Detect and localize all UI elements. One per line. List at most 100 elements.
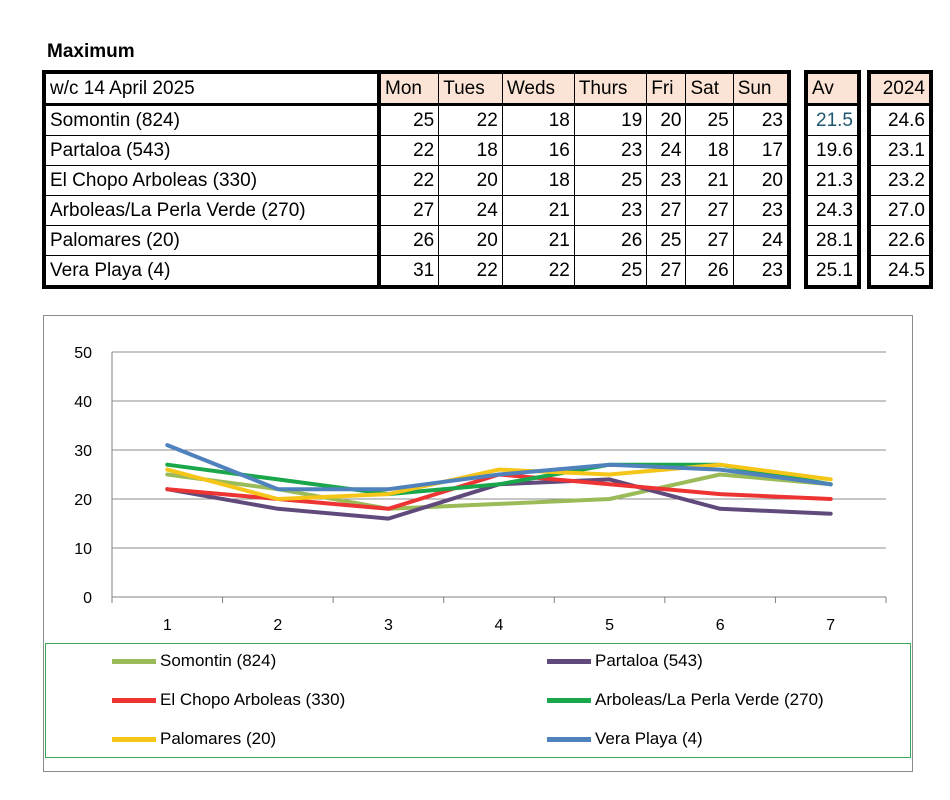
temp-cell: 25 — [646, 225, 687, 256]
location-name: Vera Playa (4) — [43, 255, 381, 288]
temp-cell: 23 — [732, 255, 790, 288]
temp-cell: 20 — [438, 165, 503, 196]
week-label: w/c 14 April 2025 — [43, 71, 381, 106]
temp-cell: 17 — [732, 135, 790, 166]
average-cell: 21.5 — [805, 104, 860, 136]
average-cell: 28.1 — [805, 225, 860, 256]
temp-cell: 23 — [732, 195, 790, 226]
temp-cell: 23 — [573, 135, 648, 166]
y-tick-label: 20 — [74, 492, 92, 509]
y-tick-label: 50 — [74, 345, 92, 362]
y-tick-label: 0 — [83, 590, 92, 607]
temp-cell: 18 — [685, 135, 734, 166]
x-tick-label: 2 — [273, 617, 282, 634]
y-tick-label: 30 — [74, 443, 92, 460]
temp-cell: 25 — [573, 255, 648, 288]
temp-cell: 25 — [378, 104, 440, 136]
legend-item: El Chopo Arboleas (330) — [112, 690, 345, 710]
location-name: Partaloa (543) — [43, 135, 381, 166]
temp-cell: 24 — [732, 225, 790, 256]
temp-cell: 20 — [732, 165, 790, 196]
temp-cell: 22 — [438, 104, 503, 136]
legend-label: Palomares (20) — [160, 729, 277, 748]
table-row: Vera Playa (4) 31 22 22 25 27 26 23 — [43, 255, 790, 288]
previous-year-cell: 22.6 — [868, 225, 932, 256]
average-table: Av 21.5 19.6 21.3 24.3 28.1 25.1 — [804, 70, 861, 289]
day-header: Sat — [685, 71, 734, 106]
temp-cell: 24 — [438, 195, 503, 226]
x-tick-label: 1 — [163, 617, 172, 634]
temp-cell: 26 — [378, 225, 440, 256]
legend-swatch — [112, 697, 156, 703]
location-name: Palomares (20) — [43, 225, 381, 256]
x-tick-label: 7 — [826, 617, 835, 634]
legend-item: Vera Playa (4) — [547, 729, 703, 749]
legend-label: El Chopo Arboleas (330) — [160, 690, 346, 709]
legend-item: Partaloa (543) — [547, 651, 703, 671]
legend-label: Arboleas/La Perla Verde (270) — [595, 690, 824, 709]
legend-label: Vera Playa (4) — [595, 729, 703, 748]
previous-year-table: 2024 24.6 23.1 23.2 27.0 22.6 24.5 — [867, 70, 933, 289]
day-header: Mon — [378, 71, 440, 106]
series-line — [165, 462, 833, 501]
temp-cell: 26 — [685, 255, 734, 288]
location-name: Somontin (824) — [43, 104, 381, 136]
previous-year-cell: 23.2 — [868, 165, 932, 196]
temp-cell: 27 — [378, 195, 440, 226]
table-row: El Chopo Arboleas (330) 22 20 18 25 23 2… — [43, 165, 790, 196]
legend-label: Partaloa (543) — [595, 651, 703, 670]
temp-cell: 21 — [501, 195, 575, 226]
temp-cell: 22 — [438, 255, 503, 288]
temp-cell: 24 — [646, 135, 687, 166]
temp-cell: 19 — [573, 104, 648, 136]
legend-swatch — [112, 658, 156, 664]
day-header: Fri — [646, 71, 687, 106]
day-header: Sun — [732, 71, 790, 106]
table-row: Palomares (20) 26 20 21 26 25 27 24 — [43, 225, 790, 256]
y-tick-label: 40 — [74, 394, 92, 411]
legend-item: Arboleas/La Perla Verde (270) — [547, 690, 824, 710]
x-tick-label: 6 — [716, 617, 725, 634]
legend-item: Palomares (20) — [112, 729, 276, 749]
legend-swatch — [547, 658, 591, 664]
average-cell: 25.1 — [805, 255, 860, 288]
chart-legend — [45, 643, 911, 758]
temp-cell: 31 — [378, 255, 440, 288]
legend-item: Somontin (824) — [112, 651, 276, 671]
temp-cell: 20 — [438, 225, 503, 256]
previous-year-cell: 24.5 — [868, 255, 932, 288]
temp-cell: 27 — [685, 195, 734, 226]
temperature-table: w/c 14 April 2025 Mon Tues Weds Thurs Fr… — [42, 70, 791, 289]
legend-swatch — [112, 736, 156, 742]
legend-label: Somontin (824) — [160, 651, 277, 670]
temp-cell: 18 — [501, 104, 575, 136]
previous-year-header: 2024 — [868, 71, 932, 106]
y-tick-label: 10 — [74, 541, 92, 558]
legend-swatch — [547, 736, 591, 742]
temp-cell: 22 — [378, 165, 440, 196]
location-name: El Chopo Arboleas (330) — [43, 165, 381, 196]
temp-cell: 27 — [646, 255, 687, 288]
table-row: Partaloa (543) 22 18 16 23 24 18 17 — [43, 135, 790, 166]
table-heading: Maximum — [47, 41, 135, 62]
temp-cell: 27 — [685, 225, 734, 256]
series-line — [165, 443, 833, 492]
x-tick-label: 4 — [495, 617, 504, 634]
temp-cell: 26 — [573, 225, 648, 256]
average-cell: 19.6 — [805, 135, 860, 166]
table-row: Somontin (824) 25 22 18 19 20 25 23 — [43, 104, 790, 136]
x-tick-label: 3 — [384, 617, 393, 634]
average-cell: 21.3 — [805, 165, 860, 196]
chart-area — [43, 315, 913, 772]
previous-year-cell: 24.6 — [868, 104, 932, 136]
day-header: Thurs — [573, 71, 648, 106]
temp-cell: 23 — [732, 104, 790, 136]
temp-cell: 21 — [501, 225, 575, 256]
average-header: Av — [805, 71, 860, 106]
x-tick-label: 5 — [605, 617, 614, 634]
previous-year-cell: 27.0 — [868, 195, 932, 226]
legend-swatch — [547, 697, 591, 703]
day-header: Tues — [438, 71, 503, 106]
temp-cell: 25 — [573, 165, 648, 196]
